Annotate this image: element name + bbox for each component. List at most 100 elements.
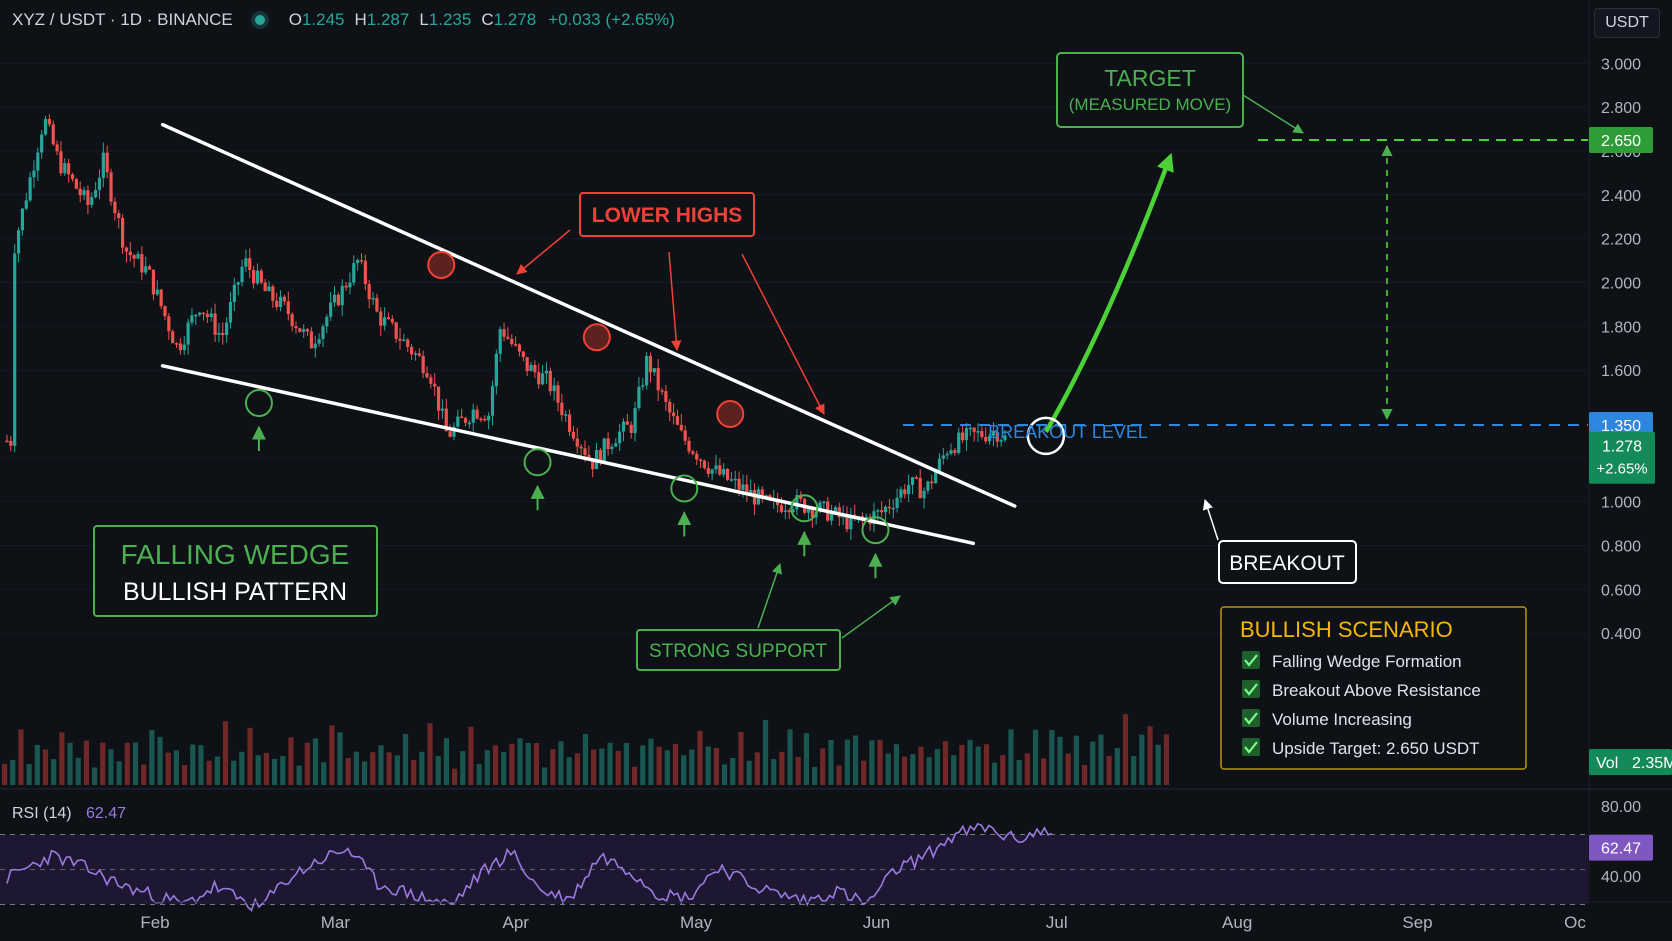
candle-body bbox=[182, 344, 186, 351]
scenario-item-label: Breakout Above Resistance bbox=[1272, 681, 1481, 700]
candle-body bbox=[648, 355, 653, 373]
volume-bar bbox=[362, 761, 368, 785]
volume-bar bbox=[272, 758, 278, 785]
rsi-value-tag bbox=[1589, 834, 1653, 861]
volume-tag bbox=[1589, 749, 1672, 775]
volume-bar bbox=[222, 721, 229, 785]
volume-bar bbox=[1024, 753, 1030, 785]
candle-body bbox=[402, 339, 406, 342]
candle-body bbox=[914, 477, 918, 479]
wedge-lower-line bbox=[160, 364, 976, 546]
volume-bar bbox=[59, 732, 65, 785]
volume-bar bbox=[591, 749, 597, 785]
candle-body bbox=[575, 438, 579, 447]
grid-lines bbox=[0, 62, 1588, 634]
candle-body bbox=[363, 260, 367, 285]
volume-bar bbox=[1114, 748, 1120, 785]
price-tick-label: 2.000 bbox=[1601, 275, 1641, 292]
candle-body bbox=[849, 514, 853, 530]
volume-bar bbox=[738, 732, 744, 785]
scenario-item-label: Upside Target: 2.650 USDT bbox=[1272, 739, 1480, 758]
candle-body bbox=[163, 306, 167, 317]
volume-bar bbox=[1122, 714, 1129, 785]
lower-highs-arrow-2 bbox=[668, 251, 682, 352]
candle-body bbox=[687, 440, 691, 452]
candle-body bbox=[406, 339, 410, 347]
candle-body bbox=[490, 386, 495, 416]
candle-body bbox=[201, 312, 206, 315]
price-tick-label: 0.600 bbox=[1601, 582, 1641, 599]
volume-bar bbox=[378, 745, 384, 785]
volume-bar bbox=[1147, 726, 1153, 785]
candle-body bbox=[313, 343, 317, 349]
candle-body bbox=[795, 495, 799, 510]
candle-body bbox=[741, 484, 745, 490]
candle-body bbox=[252, 269, 256, 284]
volume-bar bbox=[100, 742, 106, 785]
candle-body bbox=[980, 431, 984, 437]
volume-bar bbox=[1090, 741, 1096, 785]
volume-bar bbox=[762, 719, 769, 785]
candle-body bbox=[764, 495, 768, 497]
candle-body bbox=[43, 119, 48, 135]
symbol-title: XYZ / USDT · 1D · BINANCE bbox=[12, 10, 233, 29]
candle-body bbox=[883, 506, 888, 513]
candle-body bbox=[325, 316, 329, 327]
volume-bar bbox=[582, 734, 589, 785]
candle-body bbox=[159, 289, 163, 307]
last-price-tag-label: 1.278 bbox=[1602, 439, 1642, 456]
candle-body bbox=[124, 247, 129, 252]
candle-body bbox=[409, 346, 414, 355]
candle-body bbox=[198, 312, 202, 315]
candle-body bbox=[564, 414, 568, 416]
candle-body bbox=[232, 284, 236, 302]
volume-bar bbox=[803, 733, 809, 785]
volume-bar bbox=[754, 752, 760, 785]
candle-body bbox=[421, 355, 425, 374]
candle-body bbox=[51, 124, 55, 145]
volume-bar bbox=[124, 742, 130, 785]
volume-bar bbox=[34, 744, 40, 785]
volume-bar bbox=[484, 750, 490, 785]
rsi-line bbox=[6, 822, 1053, 912]
target-title: TARGET bbox=[1104, 65, 1196, 91]
volume-tag-label: Vol bbox=[1596, 755, 1618, 772]
currency-button[interactable]: USDT bbox=[1594, 8, 1660, 38]
volume-bar bbox=[280, 756, 286, 785]
candle-body bbox=[621, 421, 626, 432]
scenario-item-label: Volume Increasing bbox=[1272, 710, 1412, 729]
volume-bar bbox=[566, 757, 572, 785]
candle-body bbox=[972, 427, 976, 432]
candle-body bbox=[271, 286, 275, 301]
lower-highs-arrow-3 bbox=[741, 253, 825, 415]
candle-body bbox=[957, 432, 961, 453]
candle-body bbox=[336, 294, 340, 306]
last-price-tag-change: +2.65% bbox=[1596, 461, 1647, 478]
volume-bar bbox=[255, 755, 261, 785]
candle-body bbox=[953, 450, 957, 453]
falling-wedge-box bbox=[93, 525, 378, 617]
candle-body bbox=[818, 502, 822, 512]
candle-body bbox=[344, 285, 348, 288]
candle-body bbox=[240, 266, 244, 283]
volume-bar bbox=[1139, 734, 1145, 785]
candle-body bbox=[475, 409, 479, 419]
candle-body bbox=[737, 478, 741, 490]
candle-body bbox=[783, 510, 787, 512]
high-value: 1.287 bbox=[366, 10, 410, 29]
candle-body bbox=[984, 436, 988, 442]
candle-body bbox=[641, 385, 645, 387]
candle-body bbox=[695, 453, 699, 460]
candle-body bbox=[552, 385, 556, 392]
volume-bar bbox=[844, 739, 850, 785]
price-tick-label: 3.000 bbox=[1601, 56, 1641, 73]
candle-body bbox=[425, 373, 429, 378]
volume-bar bbox=[623, 743, 629, 785]
candle-body bbox=[760, 489, 764, 496]
candle-body bbox=[706, 467, 710, 474]
time-tick-label: Apr bbox=[502, 913, 529, 932]
volume-bar bbox=[722, 764, 728, 785]
candle-body bbox=[452, 426, 456, 437]
candle-body bbox=[332, 294, 337, 303]
